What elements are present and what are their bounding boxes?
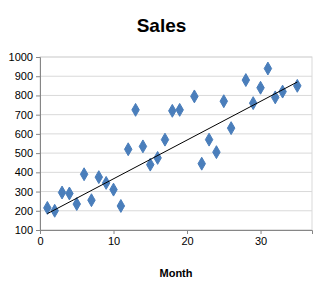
- point: [161, 133, 168, 146]
- grid-line: [40, 133, 312, 134]
- point: [242, 74, 249, 87]
- x-tick-label: 30: [255, 235, 267, 247]
- y-tick-label: 600: [15, 128, 33, 140]
- grid-line: [40, 76, 312, 77]
- point: [272, 91, 279, 104]
- chart: 0 10 20 30 100 200 300 400 500 600 700 800 900 1000 Sa…: [0, 0, 323, 303]
- x-axis-title: Month: [160, 267, 193, 279]
- y-tick: 200: [15, 205, 40, 217]
- title: Sales: [137, 15, 187, 36]
- x-tick-mark: [114, 230, 115, 234]
- y-tick-label: 1000: [9, 51, 33, 63]
- y-axis-line: [36, 58, 41, 231]
- y-tick: 800: [15, 89, 40, 101]
- y-tick-mark: [36, 211, 40, 212]
- y-tick-mark: [36, 76, 40, 77]
- trend-line: [47, 82, 297, 214]
- y-tick: 600: [15, 128, 40, 140]
- point: [249, 97, 256, 110]
- y-tick-mark: [36, 172, 40, 173]
- x-tick: 20: [181, 230, 193, 247]
- point: [88, 194, 95, 207]
- x-tick-label: 0: [37, 235, 43, 247]
- point: [169, 104, 176, 117]
- y-tick: 300: [15, 186, 40, 198]
- x-tick: 30: [255, 230, 267, 247]
- point: [205, 133, 212, 146]
- point: [139, 140, 146, 153]
- grid-line: [40, 210, 312, 211]
- point: [58, 186, 65, 199]
- y-tick-label: 200: [15, 205, 33, 217]
- y-tick-mark: [36, 230, 40, 231]
- plot: 0 10 20 30 100 200 300 400 500 600 700 800 900 1000: [9, 51, 313, 247]
- y-tick-label: 100: [15, 224, 33, 236]
- x-tick-mark: [261, 230, 262, 234]
- point: [257, 81, 264, 94]
- point: [80, 168, 87, 181]
- y-tick-mark: [36, 57, 40, 58]
- y-tick-label: 800: [15, 89, 33, 101]
- point: [132, 103, 139, 116]
- point: [198, 157, 205, 170]
- y-tick: 400: [15, 166, 40, 178]
- y-tick-label: 900: [15, 70, 33, 82]
- y-tick-mark: [36, 192, 40, 193]
- point: [220, 95, 227, 108]
- plot-frame: [40, 57, 312, 230]
- y-tick: 500: [15, 147, 40, 159]
- point: [294, 79, 301, 92]
- point: [154, 151, 161, 164]
- y-axis: 100 200 300 400 500 600 700 800 900 1000: [9, 51, 41, 236]
- grid: [40, 57, 312, 230]
- y-tick-label: 500: [15, 147, 33, 159]
- point: [176, 103, 183, 116]
- y-tick: 700: [15, 109, 40, 121]
- y-tick: 100: [15, 224, 40, 236]
- point: [213, 146, 220, 159]
- y-tick: 900: [15, 70, 40, 82]
- point: [124, 143, 131, 156]
- x-tick-mark: [187, 230, 188, 234]
- grid-line: [40, 114, 312, 115]
- point: [95, 171, 102, 184]
- point: [66, 187, 73, 200]
- marks: [44, 62, 301, 217]
- y-tick-mark: [36, 115, 40, 116]
- point: [227, 122, 234, 135]
- y-tick-label: 400: [15, 166, 33, 178]
- point: [147, 158, 154, 171]
- x-tick-label: 10: [108, 235, 120, 247]
- y-tick-mark: [36, 153, 40, 154]
- point: [191, 90, 198, 103]
- x-tick-label: 20: [181, 235, 193, 247]
- x-tick: 10: [108, 230, 120, 247]
- x-axis: 0 10 20 30: [37, 230, 312, 247]
- point: [264, 62, 271, 75]
- y-tick-label: 700: [15, 109, 33, 121]
- point: [110, 183, 117, 196]
- point: [117, 200, 124, 213]
- grid-line: [40, 153, 312, 154]
- grid-line: [40, 191, 312, 192]
- y-tick-mark: [36, 134, 40, 135]
- x-tick: 0: [37, 230, 43, 247]
- y-tick: 1000: [9, 51, 40, 63]
- x-axis-line: [41, 231, 313, 235]
- y-tick-mark: [36, 95, 40, 96]
- y-tick-label: 300: [15, 186, 33, 198]
